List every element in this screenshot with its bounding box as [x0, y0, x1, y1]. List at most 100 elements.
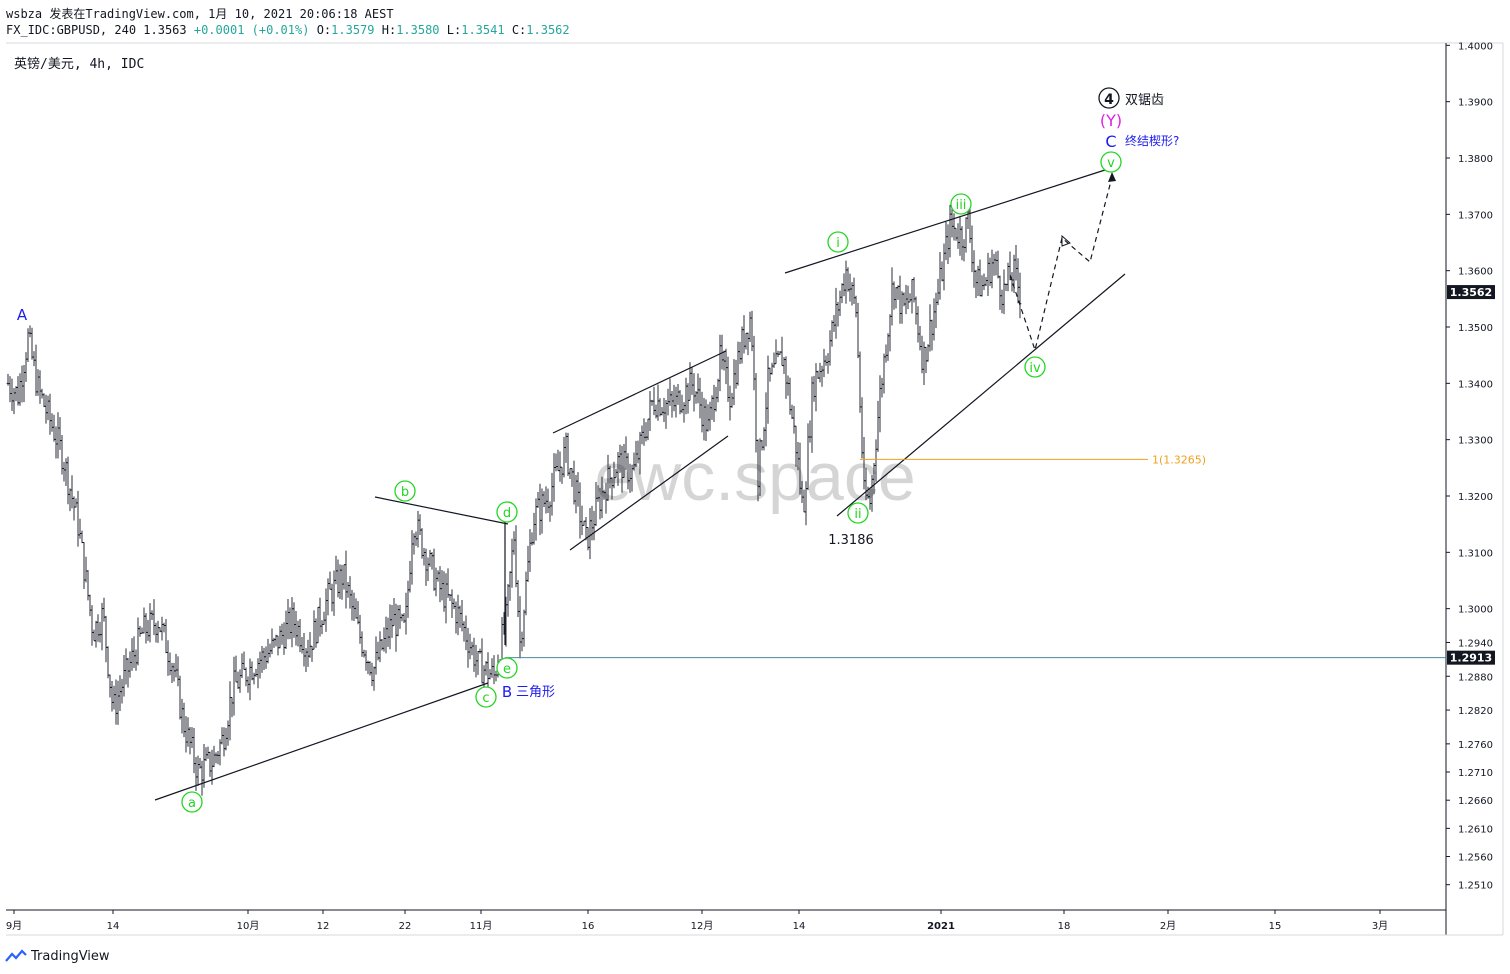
y-tick-label: 1.2660 — [1458, 796, 1493, 807]
wedge-upper-line — [784, 169, 1106, 274]
horizontal-line-price: 1.2913 — [1450, 652, 1492, 665]
y-tick-label: 1.2880 — [1458, 672, 1493, 683]
y-tick-label: 1.3400 — [1458, 379, 1493, 390]
close-value: 1.3562 — [526, 23, 570, 37]
y-tick-label: 1.3900 — [1458, 98, 1493, 109]
projection-arrow-mid — [1061, 234, 1071, 247]
wave-label-4: 4 — [1104, 92, 1114, 108]
triangle-upper-line — [374, 496, 509, 525]
x-tick-label: 22 — [399, 921, 412, 932]
y-tick-label: 1.3700 — [1458, 210, 1493, 221]
horizontal-line-price-tag — [1447, 650, 1495, 665]
last-price-tag — [1447, 285, 1495, 300]
publish-info: wsbza 发表在TradingView.com, 1月 10, 2021 20… — [6, 7, 394, 21]
watermark: ewc.space — [594, 439, 915, 515]
low-label: L: — [446, 23, 462, 37]
x-tick-label: 16 — [582, 921, 595, 932]
double-zigzag-label: 双锯齿 — [1125, 93, 1164, 108]
ohlc-bar: FX_IDC:GBPUSD, 240 1.3563 +0.0001 (+0.01… — [6, 23, 570, 37]
y-tick-label: 1.2820 — [1458, 706, 1493, 717]
high-label: H: — [381, 23, 397, 37]
fib-level-label: 1(1.3265) — [1152, 453, 1206, 466]
symbol-info: FX_IDC:GBPUSD, 240 1.3563 — [6, 23, 187, 37]
wave-circle-e — [496, 657, 518, 679]
wave-circle-iii — [950, 193, 972, 215]
wave-label-iii: iii — [956, 198, 967, 213]
footer-brand[interactable]: TradingView — [5, 945, 110, 967]
x-tick-label: 9月 — [6, 920, 22, 932]
brand-name: TradingView — [31, 948, 110, 964]
high-value: 1.3580 — [396, 23, 440, 37]
wave-circle-a — [181, 791, 203, 813]
y-tick-label: 1.3100 — [1458, 548, 1493, 559]
x-tick-label: 14 — [793, 921, 806, 932]
projection-arrowhead — [1108, 172, 1116, 182]
y-tick-label: 1.3000 — [1458, 605, 1493, 616]
wave-label-ii: ii — [854, 507, 861, 522]
y-tick-label: 1.3200 — [1458, 492, 1493, 503]
y-tick-label: 1.4000 — [1458, 41, 1493, 52]
projection-path — [1009, 176, 1113, 353]
triangle-lower-line — [154, 682, 489, 801]
wave-label-i: i — [836, 236, 840, 251]
wave-circle-4 — [1098, 87, 1120, 109]
wave-label-b: b — [401, 485, 409, 500]
change-value: +0.0001 (+0.01%) — [193, 23, 310, 37]
x-tick-label: 15 — [1269, 921, 1282, 932]
wave-circle-ii — [847, 502, 869, 524]
y-tick-label: 1.2940 — [1458, 638, 1493, 649]
wave-circle-v — [1100, 151, 1122, 173]
low-price-label: 1.3186 — [828, 533, 874, 548]
tradingview-logo-icon — [5, 949, 27, 962]
wave-label-a: a — [188, 796, 196, 811]
symbol-label: 英镑/美元, 4h, IDC — [14, 57, 145, 72]
wave-circle-c — [475, 686, 497, 708]
pattern-lines — [154, 169, 1126, 801]
wave-circle-iv — [1024, 356, 1046, 378]
x-tick-label: 18 — [1058, 921, 1071, 932]
y-tick-label: 1.2560 — [1458, 853, 1493, 864]
x-tick-label: 3月 — [1372, 920, 1388, 932]
price-axis[interactable]: 1.4000 1.3900 1.3800 1.3700 1.3600 1.3500 1.34… — [1446, 41, 1493, 892]
y-tick-label: 1.2710 — [1458, 768, 1493, 779]
wave-label-C: C — [1105, 132, 1116, 151]
wave-label-v: v — [1107, 156, 1115, 171]
y-tick-label: 1.3600 — [1458, 267, 1493, 278]
y-tick-label: 1.3500 — [1458, 323, 1493, 334]
wave-label-e: e — [503, 662, 511, 677]
wave-circle-b — [394, 480, 416, 502]
x-tick-label: 12月 — [691, 920, 714, 932]
y-tick-label: 1.2760 — [1458, 740, 1493, 751]
triangle-label: 三角形 — [516, 685, 555, 700]
wave-circle-d — [496, 501, 518, 523]
wave-label-iv: iv — [1029, 361, 1041, 376]
y-tick-label: 1.2510 — [1458, 881, 1493, 892]
last-price-value: 1.3562 — [1450, 286, 1492, 299]
open-value: 1.3579 — [331, 23, 375, 37]
y-tick-label: 1.2610 — [1458, 824, 1493, 835]
x-tick-label: 10月 — [237, 920, 260, 932]
channel-lower-line — [569, 435, 729, 551]
wave-label-B: B — [502, 683, 512, 701]
ending-wedge-label: 终结楔形? — [1125, 133, 1179, 148]
wave-label-d: d — [503, 506, 511, 521]
wave-labels: A a b c d e B 三角形 i ii 1.3186 iii iv v C… — [17, 87, 1179, 813]
channel-upper-line — [552, 350, 727, 434]
y-tick-label: 1.3800 — [1458, 154, 1493, 165]
wave-label-c: c — [482, 691, 489, 706]
x-tick-label: 2021 — [927, 921, 955, 932]
x-tick-label: 2月 — [1160, 920, 1176, 932]
wave-circle-i — [827, 231, 849, 253]
open-label: O: — [316, 23, 332, 37]
candles — [6, 198, 1022, 796]
wave-label-Y: (Y) — [1100, 111, 1122, 130]
time-axis[interactable]: 9月 14 10月 12 22 11月 16 12月 14 2021 18 2月 15 3月 — [6, 910, 1388, 932]
low-value: 1.3541 — [461, 23, 505, 37]
y-tick-label: 1.3300 — [1458, 436, 1493, 447]
x-tick-label: 12 — [317, 921, 330, 932]
x-tick-label: 14 — [107, 921, 120, 932]
close-label: C: — [511, 23, 527, 37]
wave-label-A: A — [17, 306, 28, 324]
wedge-lower-line — [836, 273, 1126, 517]
